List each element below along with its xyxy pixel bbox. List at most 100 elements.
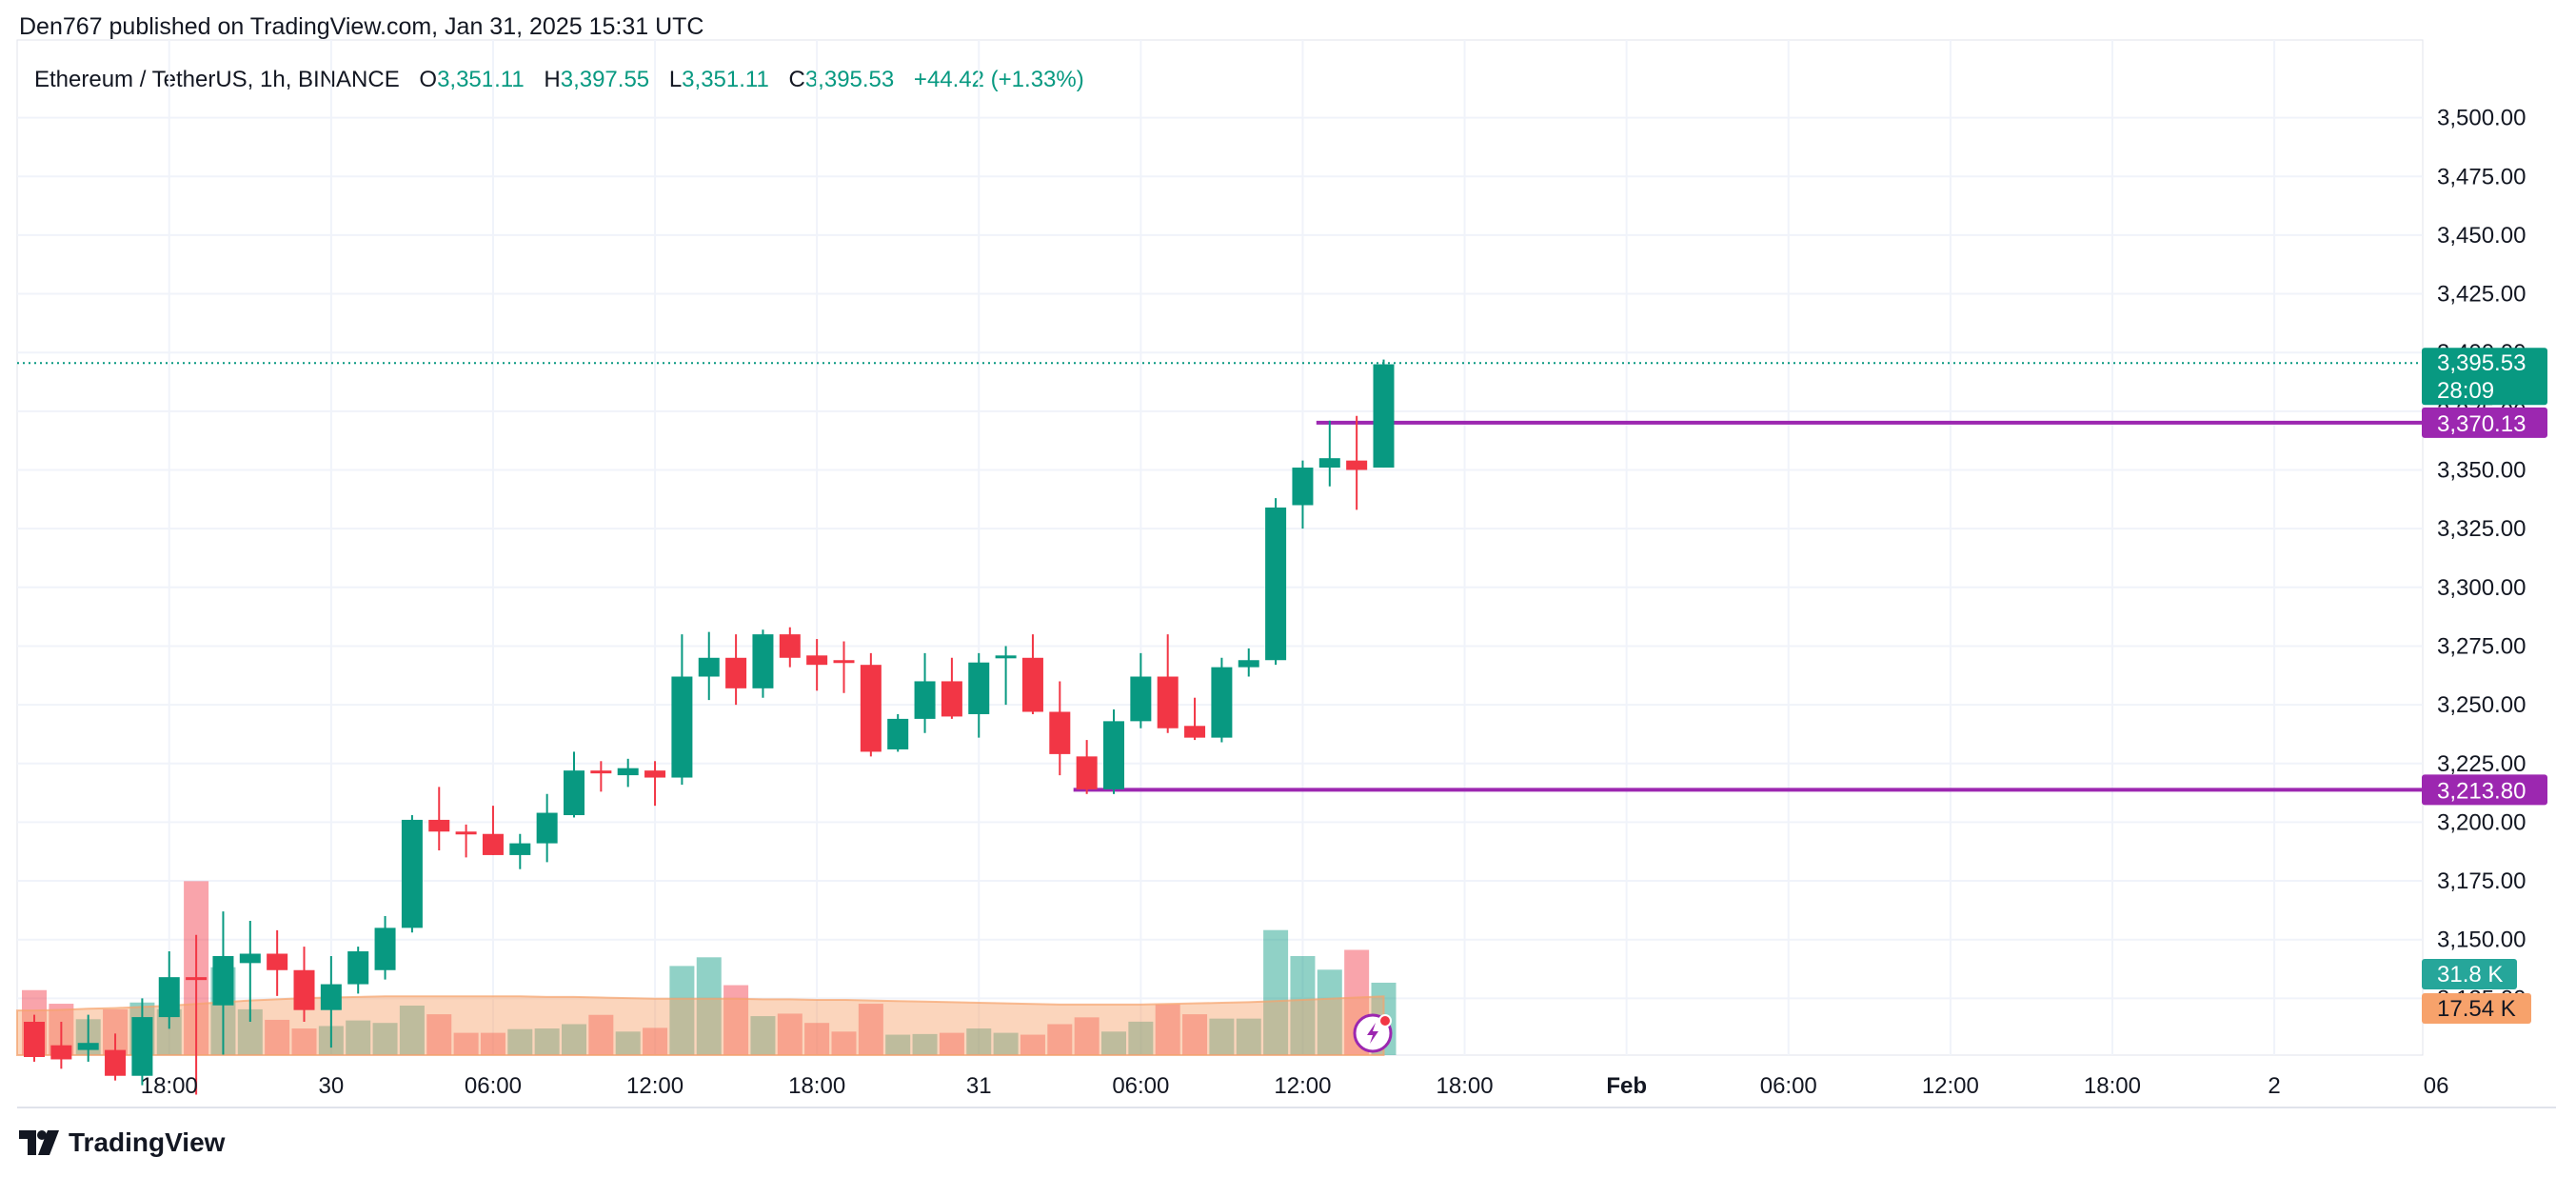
candle-body xyxy=(1103,721,1124,789)
symbol-name[interactable]: Ethereum / TetherUS, 1h, BINANCE xyxy=(34,67,400,92)
candle-body xyxy=(239,953,261,964)
volume-tag xyxy=(2422,959,2517,989)
close-label: C xyxy=(788,67,805,92)
candle-body xyxy=(428,819,450,832)
volume-bar xyxy=(615,1031,641,1055)
x-tick-label: Feb xyxy=(1606,1073,1647,1099)
volume-bar xyxy=(1209,1018,1235,1055)
y-tick-label: 3,300.00 xyxy=(2437,575,2526,601)
volume-bar xyxy=(562,1024,586,1055)
candle-body xyxy=(1292,468,1314,506)
open-value: 3,351.11 xyxy=(437,67,525,92)
candle-body xyxy=(24,1022,45,1057)
lightning-icon[interactable] xyxy=(1353,1013,1393,1053)
candle-body xyxy=(50,1045,72,1060)
countdown-tag-text: 28:09 xyxy=(2437,378,2494,404)
candle-body xyxy=(293,969,315,1010)
x-tick-label: 06 xyxy=(2424,1073,2449,1099)
price-tags: 3,395.53 28:09 3,370.13 3,213.80 31.8 K … xyxy=(2422,348,2547,1024)
candles xyxy=(24,359,1395,1095)
candle-body xyxy=(482,833,504,855)
x-tick-label: 18:00 xyxy=(1437,1073,1494,1099)
level-low-tag-text: 3,213.80 xyxy=(2437,778,2526,804)
y-tick-label: 3,200.00 xyxy=(2437,809,2526,835)
x-tick-label: 18:00 xyxy=(788,1073,845,1099)
candle-body xyxy=(1211,667,1233,738)
volume-bar xyxy=(426,1014,452,1055)
volume-bar xyxy=(1236,1018,1261,1055)
y-tick-label: 3,425.00 xyxy=(2437,282,2526,308)
tradingview-logo-icon xyxy=(19,1130,59,1155)
candle-body xyxy=(860,665,882,752)
level-high-tag-text: 3,370.13 xyxy=(2437,411,2526,437)
volume-tag-text: 31.8 K xyxy=(2437,962,2503,987)
tradingview-logo[interactable]: TradingView xyxy=(19,1126,225,1160)
volume-bar xyxy=(723,985,749,1055)
y-tick-label: 3,225.00 xyxy=(2437,751,2526,777)
candle-body xyxy=(320,984,342,1010)
candle-body xyxy=(833,660,855,664)
volume-bar xyxy=(669,966,695,1055)
volume-bar xyxy=(372,1023,398,1055)
last-price-tag xyxy=(2422,348,2547,406)
volume-bar xyxy=(265,1019,290,1055)
volume-bar xyxy=(1182,1014,1208,1055)
candle-body xyxy=(887,718,909,749)
candle-body xyxy=(455,831,477,835)
candle-body xyxy=(995,655,1017,659)
symbol-legend: Ethereum / TetherUS, 1h, BINANCE O3,351.… xyxy=(34,67,1084,93)
candle-body xyxy=(1076,756,1098,789)
candle-body xyxy=(1318,458,1340,469)
volume-bar xyxy=(696,957,722,1055)
volume-bar xyxy=(346,1020,371,1055)
volume-bar xyxy=(1128,1021,1154,1055)
volume-bar xyxy=(507,1028,533,1055)
volume-bar xyxy=(588,1014,614,1055)
close-value: 3,395.53 xyxy=(804,67,895,92)
y-tick-label: 3,275.00 xyxy=(2437,633,2526,659)
candle-body xyxy=(968,662,990,714)
tradingview-brand: TradingView xyxy=(69,1127,226,1157)
candle-body xyxy=(536,812,558,844)
candle-body xyxy=(617,768,639,776)
candle-body xyxy=(698,657,720,677)
volume-bar xyxy=(399,1006,425,1055)
x-tick-label: 06:00 xyxy=(1760,1073,1817,1099)
x-tick-label: 30 xyxy=(318,1073,344,1099)
candle-body xyxy=(77,1043,99,1050)
y-tick-label: 3,500.00 xyxy=(2437,106,2526,131)
y-tick-label: 3,250.00 xyxy=(2437,692,2526,718)
x-tick-label: 12:00 xyxy=(1274,1073,1331,1099)
horizontal-levels[interactable] xyxy=(1073,420,2427,792)
candle-body xyxy=(752,634,774,688)
time-axis[interactable]: 18:00 30 06:00 12:00 18:00 31 06:00 12:00 18:00 F… xyxy=(141,1073,2449,1099)
volume-bar xyxy=(831,1031,857,1055)
x-tick-label: 18:00 xyxy=(141,1073,198,1099)
candle-body xyxy=(1130,676,1152,722)
x-tick-label: 31 xyxy=(966,1073,992,1099)
y-tick-label: 3,175.00 xyxy=(2437,868,2526,894)
volume-bar xyxy=(1074,1017,1100,1055)
volume-bar xyxy=(885,1034,911,1055)
low-label: L xyxy=(668,67,683,92)
x-tick-label: 2 xyxy=(2268,1073,2280,1099)
volume-bar xyxy=(1263,929,1289,1055)
x-tick-label: 06:00 xyxy=(1112,1073,1169,1099)
y-tick-label: 3,450.00 xyxy=(2437,223,2526,249)
candle-body xyxy=(564,770,585,816)
volume-bar xyxy=(1317,969,1342,1055)
candle-body xyxy=(1021,657,1043,712)
open-label: O xyxy=(419,67,438,92)
change-value: +44.42 (+1.33%) xyxy=(913,67,1084,92)
candle-body xyxy=(267,953,288,970)
price-axis[interactable]: 3,500.003,475.003,450.003,425.003,400.00… xyxy=(2437,106,2526,1012)
candle-body xyxy=(941,681,962,717)
candle-body xyxy=(1373,364,1395,469)
y-tick-label: 3,325.00 xyxy=(2437,516,2526,542)
y-tick-label: 3,150.00 xyxy=(2437,928,2526,953)
last-price-tag-text: 3,395.53 xyxy=(2437,350,2526,376)
volume-bar xyxy=(777,1013,803,1055)
volume-bar xyxy=(858,1004,883,1055)
candle-body xyxy=(186,977,208,981)
